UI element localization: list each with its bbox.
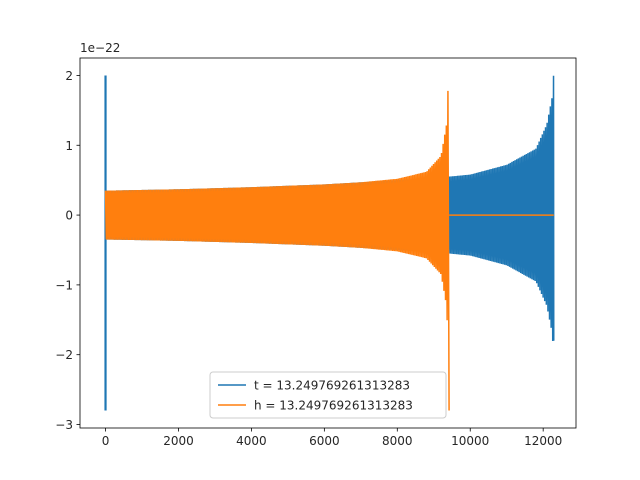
- y-offset-label: 1e−22: [80, 41, 120, 55]
- y-tick-label: 1: [65, 139, 73, 153]
- x-tick-label: 8000: [382, 434, 413, 448]
- y-tick-label: −1: [55, 278, 73, 292]
- legend-entry: t = 13.249769261313283: [254, 379, 410, 393]
- x-tick-label: 4000: [236, 434, 267, 448]
- y-tick-label: 2: [65, 69, 73, 83]
- x-tick-label: 10000: [451, 434, 489, 448]
- y-tick-label: 0: [65, 209, 73, 223]
- x-tick-label: 6000: [309, 434, 340, 448]
- axes: 0 2000 4000 6000 8000 10000 12000 −3 −2 −1 0 1 2: [55, 57, 577, 448]
- x-tick-label: 2000: [163, 434, 194, 448]
- y-tick-label: −3: [55, 418, 73, 432]
- legend-box: [209, 371, 447, 419]
- plot-area: [104, 75, 555, 411]
- series-line-1: [104, 90, 450, 411]
- x-tick-label: 12000: [524, 434, 562, 448]
- legend: t = 13.249769261313283 h = 13.24976926131…: [209, 371, 447, 419]
- y-tick-label: −2: [55, 348, 73, 362]
- x-tick-label: 0: [102, 434, 110, 448]
- axes-frame: [79, 57, 577, 429]
- legend-entry: h = 13.249769261313283: [254, 399, 413, 413]
